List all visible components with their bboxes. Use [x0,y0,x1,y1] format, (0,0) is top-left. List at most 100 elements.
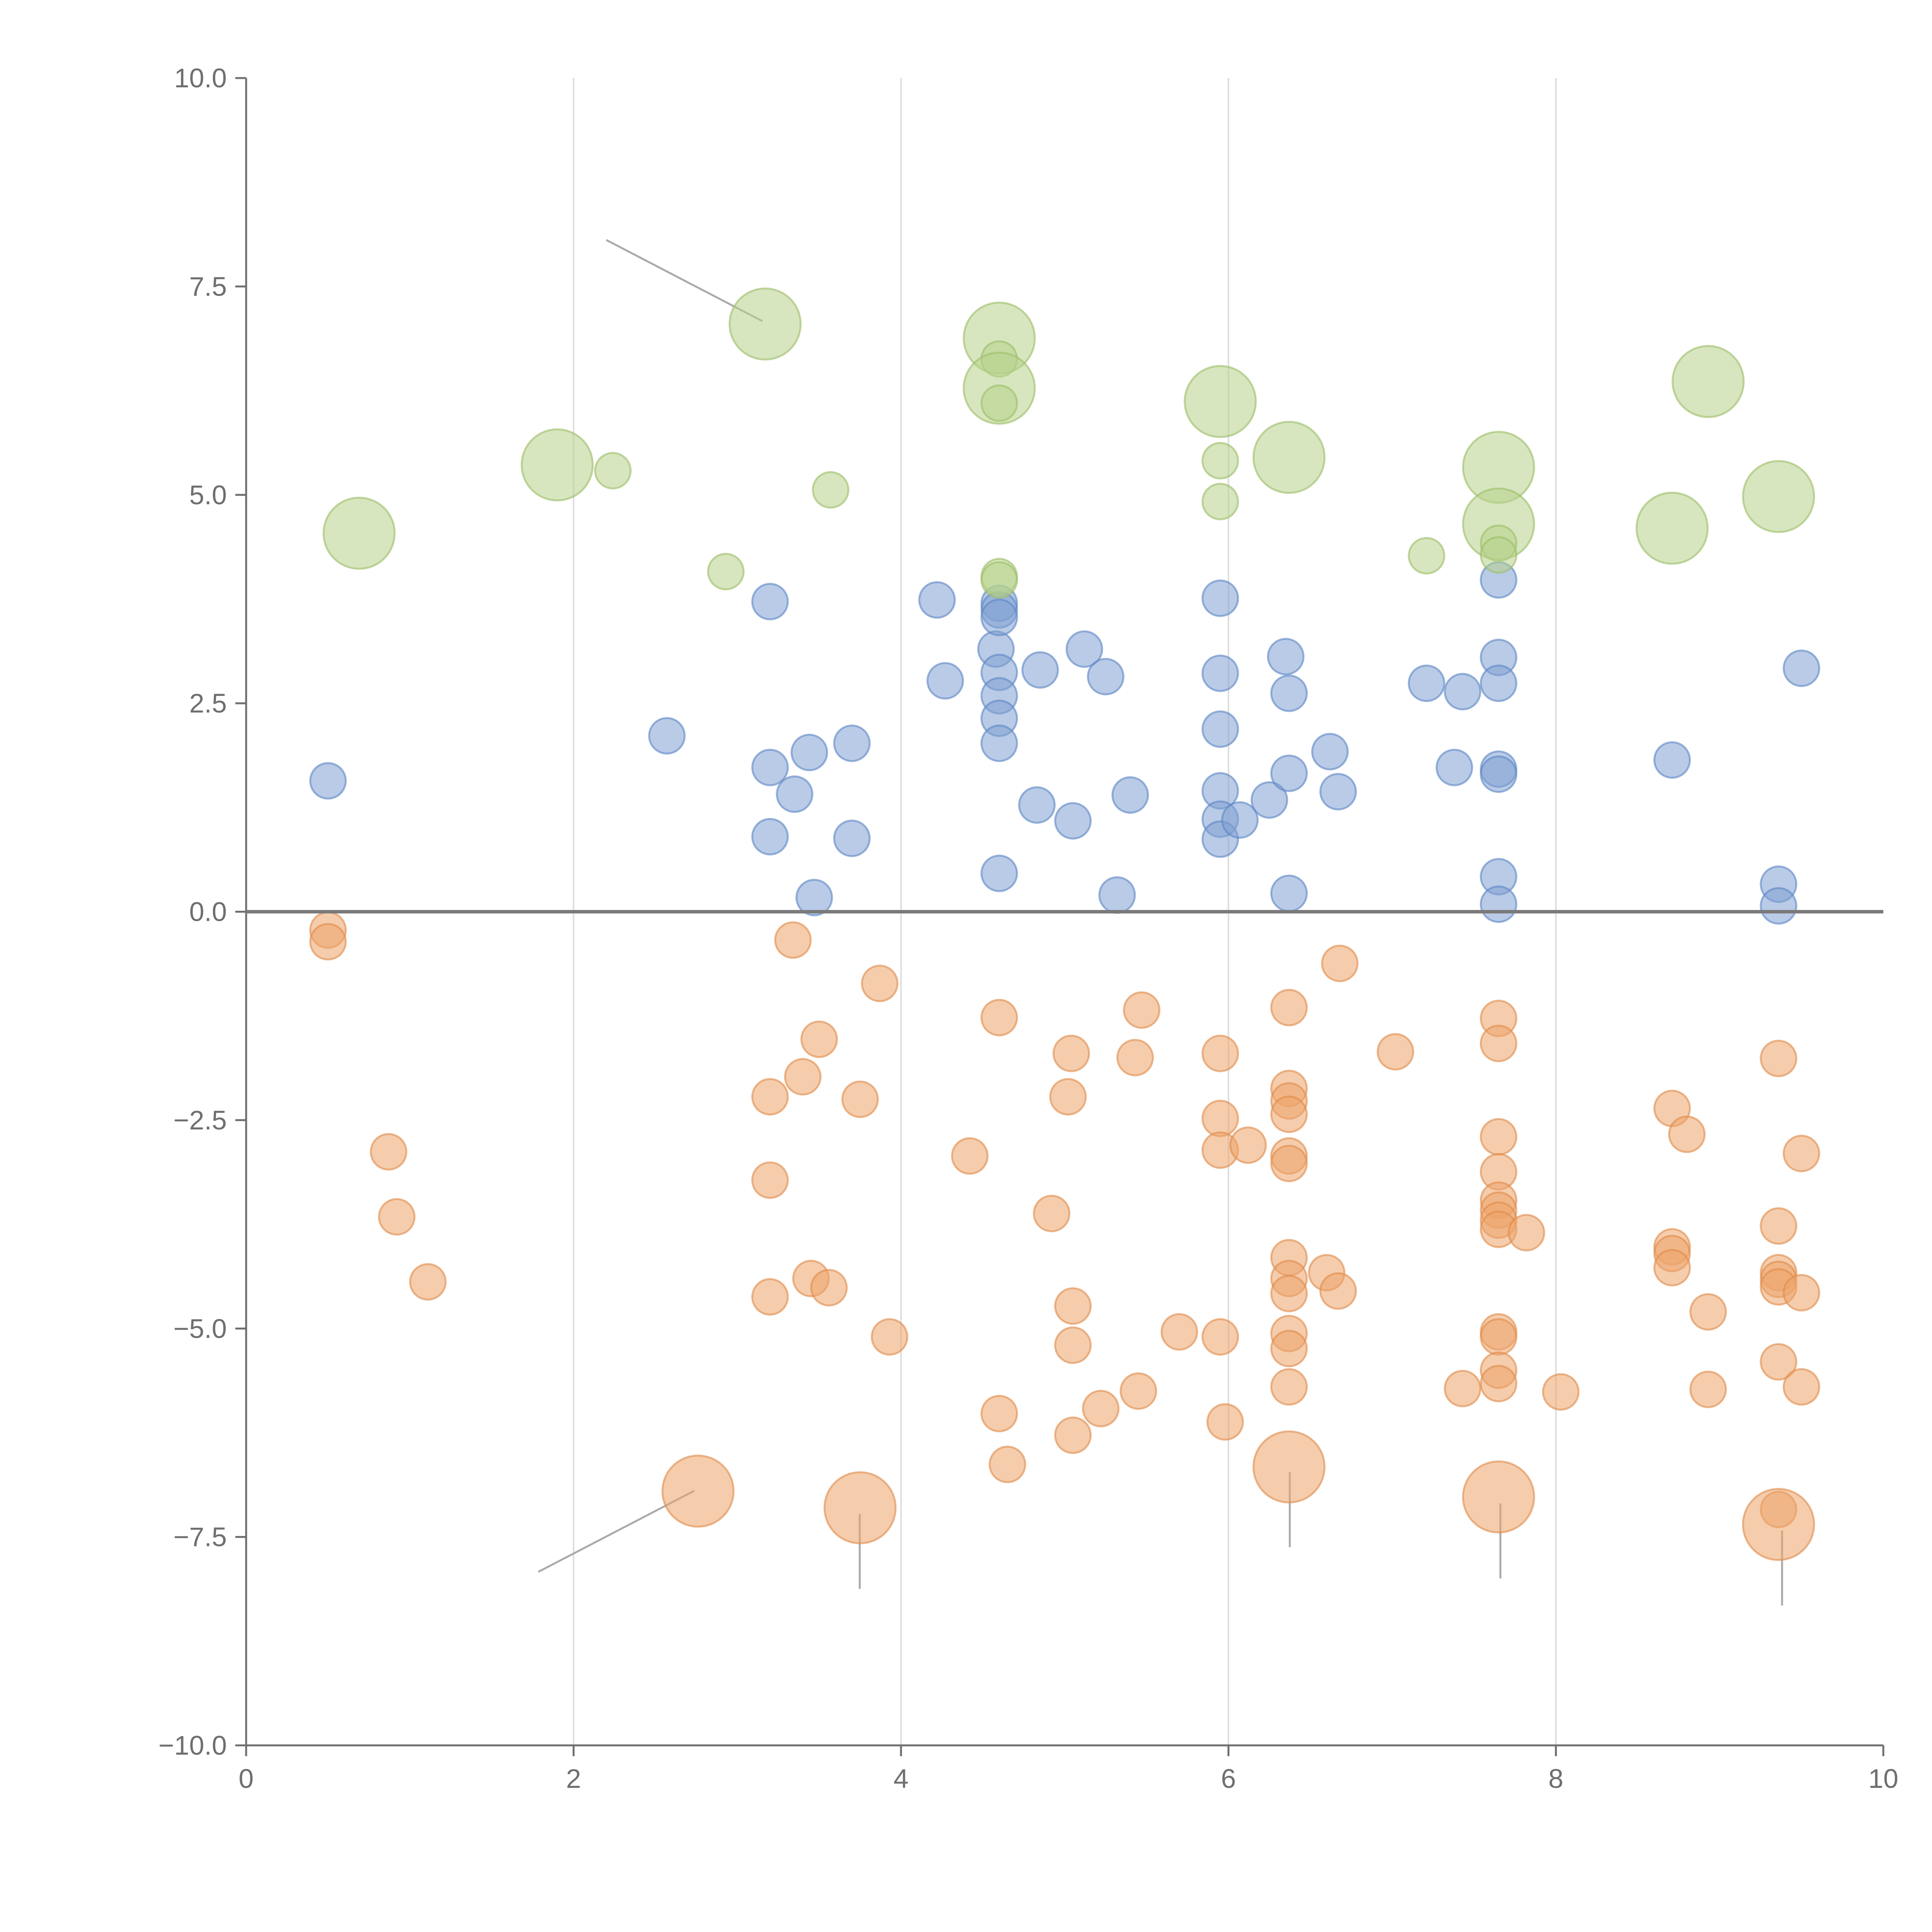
y-tick-label: −2.5 [173,1105,227,1135]
green-point [707,553,745,590]
orange-point [1760,1207,1798,1245]
green-point [520,428,594,502]
axis-layer: 0 2 4 6 8 10 10.0 7.5 5.0 2.5 0.0 −2.5 −5.0 −7.5 −10.0 [158,63,1898,1794]
orange-point [1760,1343,1798,1381]
orange-point [784,1058,822,1096]
blue-point [776,775,813,813]
orange-point [1480,1118,1517,1156]
blue-point [980,854,1018,892]
orange-point [1033,1195,1071,1233]
blue-point [1653,741,1691,779]
y-tick-label: 0.0 [189,897,227,927]
orange-point [1082,1389,1120,1427]
blue-point [980,724,1018,762]
green-point [1201,483,1239,520]
orange-point [1201,1100,1239,1138]
orange-point [1742,1488,1815,1561]
orange-point [370,1133,408,1171]
orange-point [1782,1274,1820,1311]
blue-point [1111,776,1149,814]
blue-point [1319,773,1357,811]
orange-point [1480,1365,1517,1403]
orange-point [1160,1313,1198,1351]
orange-point [1782,1134,1820,1172]
green-point [1480,536,1517,574]
blue-point [1065,630,1103,668]
blue-point [1480,885,1517,923]
orange-point [1760,1039,1798,1077]
blue-point [791,733,828,771]
orange-point [1270,1145,1308,1182]
blue-point [1782,650,1820,687]
orange-point [1480,1024,1517,1062]
x-tick-label: 4 [893,1764,908,1794]
orange-point [1444,1370,1481,1408]
blue-point [926,662,964,700]
blue-point [833,724,871,762]
orange-point [1462,1460,1535,1534]
blue-point [1408,664,1446,702]
blue-point [1270,674,1308,712]
green-point [980,384,1018,422]
y-tick-label: 10.0 [174,63,227,93]
orange-point [1270,1368,1308,1406]
x-tick-label: 6 [1221,1764,1236,1794]
blue-point [1267,638,1304,675]
blue-point [751,818,789,855]
blue-point [1435,748,1473,786]
orange-point [951,1137,989,1175]
green-point [1742,460,1815,533]
blue-point [1480,664,1517,702]
orange-point [1054,1416,1092,1454]
blue-point [1201,710,1239,748]
x-tick-label: 2 [566,1764,581,1794]
orange-point [409,1263,447,1301]
orange-point [1206,1403,1244,1441]
blue-point [1098,876,1136,914]
orange-point [378,1198,416,1236]
blue-point [795,879,833,917]
orange-point [1201,1318,1239,1356]
y-tick-label: −7.5 [173,1522,227,1552]
blue-point [1021,651,1059,689]
orange-point [1319,1272,1357,1310]
blue-point [648,717,686,755]
leader-layer [537,239,1783,1605]
orange-point [751,1078,789,1116]
orange-point [1054,1287,1092,1325]
orange-point [1542,1373,1580,1411]
blue-point [1250,781,1288,819]
orange-point [1376,1033,1414,1071]
orange-point [1480,1318,1517,1356]
orange-point [1116,1039,1154,1077]
orange-point [800,1020,838,1058]
orange-point [1054,1326,1092,1364]
blue-point [1270,874,1308,912]
point-layer [309,287,1820,1561]
orange-point [774,921,812,959]
orange-point [1507,1214,1545,1252]
orange-point [1052,1034,1090,1072]
x-tick-label: 0 [239,1764,254,1794]
orange-point [1123,991,1161,1029]
orange-point [980,999,1018,1037]
green-point [1252,421,1326,494]
orange-point [1252,1430,1326,1503]
blue-point [980,599,1018,636]
orange-point [1229,1126,1267,1164]
orange-point [1049,1078,1087,1116]
y-tick-label: 2.5 [189,688,227,718]
orange-point [841,1080,879,1118]
blue-point [833,820,871,857]
y-tick-label: −10.0 [158,1730,227,1760]
blue-point [309,762,347,800]
orange-point [751,1161,789,1199]
x-tick-label: 8 [1548,1764,1563,1794]
orange-point [1201,1034,1239,1072]
orange-point [1270,989,1308,1027]
green-point [980,561,1018,599]
green-point [322,497,396,570]
orange-point [861,964,899,1002]
